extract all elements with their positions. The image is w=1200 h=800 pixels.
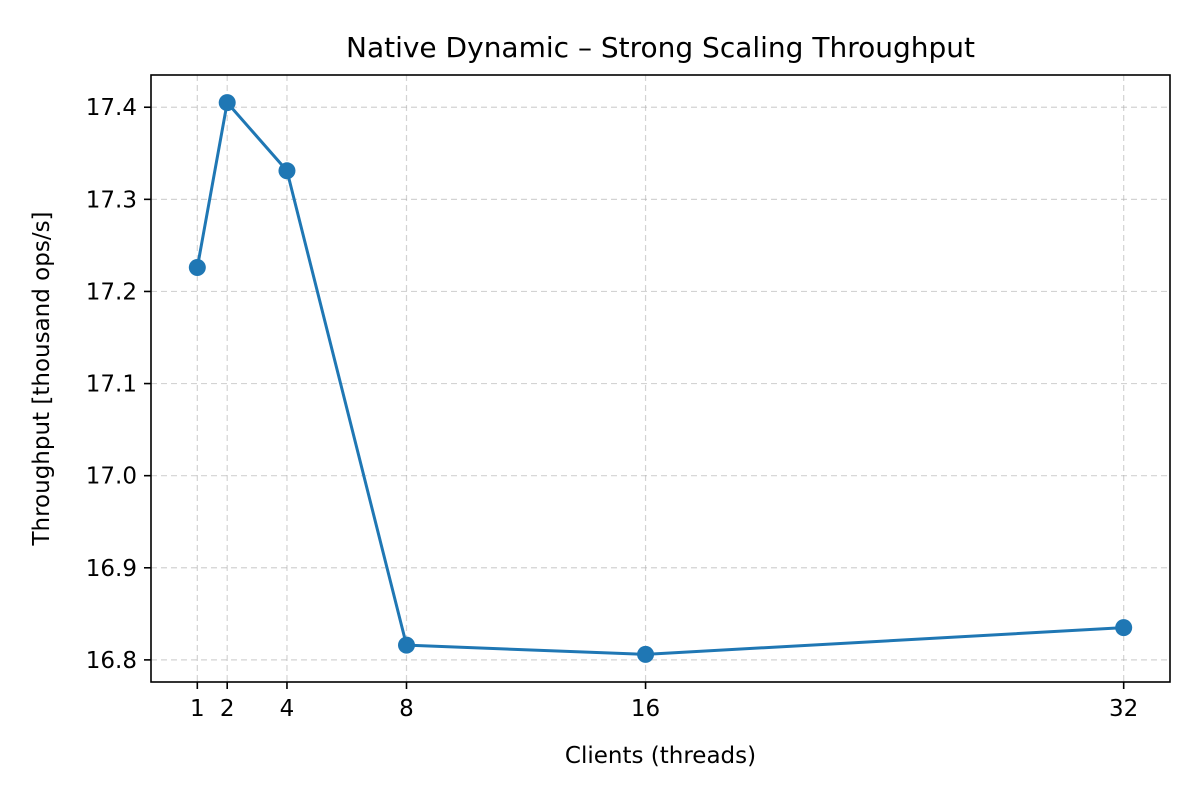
y-tick-label: 17.0 (86, 464, 137, 490)
data-point (637, 645, 655, 663)
data-point (1115, 619, 1133, 637)
plot-frame (150, 74, 1171, 683)
x-tick-label: 8 (399, 696, 414, 722)
y-tick-label: 16.8 (86, 648, 137, 674)
y-tick-label: 17.1 (86, 372, 137, 398)
data-point (278, 162, 296, 180)
x-tick-label: 1 (190, 696, 205, 722)
y-tick-label: 17.3 (86, 187, 137, 213)
marker-layer (188, 94, 1133, 663)
x-axis-ticks: 1 2 4 8 16 32 (190, 682, 1138, 722)
chart-title: Native Dynamic – Strong Scaling Throughp… (346, 31, 975, 64)
series-line (195, 101, 1124, 656)
x-tick-label: 16 (631, 696, 660, 722)
y-axis-label: Throughput [thousand ops/s] (29, 211, 55, 546)
data-point (218, 94, 236, 112)
y-axis-ticks: 16.8 16.9 17.0 17.1 17.2 17.3 17.4 (86, 95, 151, 674)
y-tick-label: 17.2 (86, 279, 137, 305)
grid (151, 75, 1170, 682)
x-tick-label: 32 (1109, 696, 1138, 722)
data-point (397, 636, 415, 654)
y-tick-label: 16.9 (86, 556, 137, 582)
series-layer (195, 101, 1124, 656)
x-tick-label: 2 (220, 696, 235, 722)
x-tick-label: 4 (280, 696, 295, 722)
x-axis-label: Clients (threads) (565, 743, 756, 769)
y-tick-label: 17.4 (86, 95, 137, 121)
data-point (188, 259, 206, 277)
